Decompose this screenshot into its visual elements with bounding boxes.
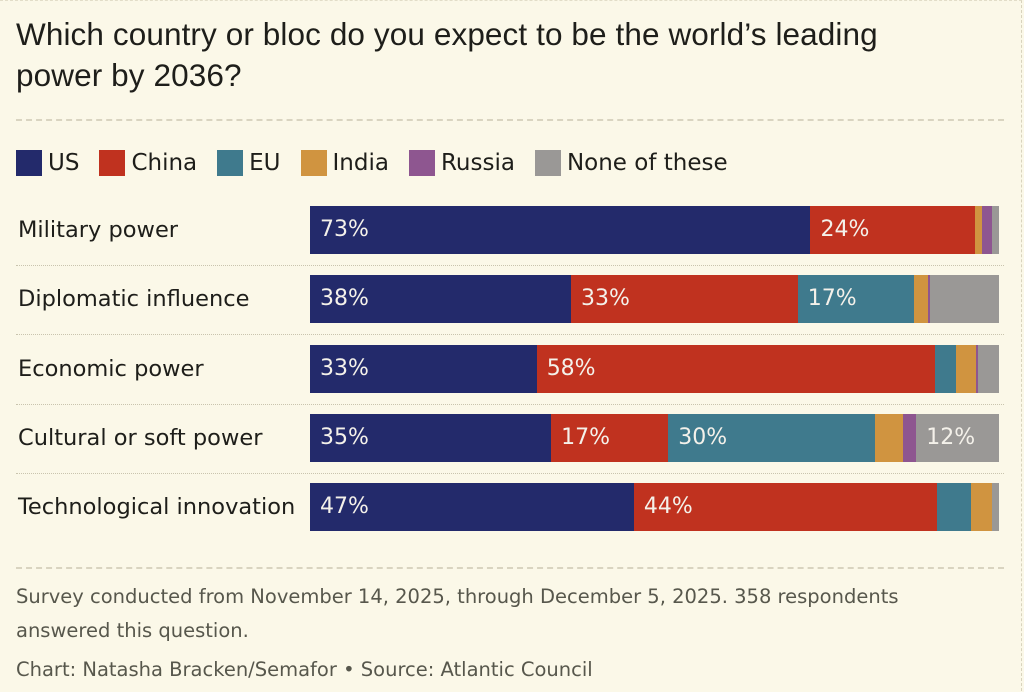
- legend-item-india: India: [300, 150, 389, 176]
- category-label-military-power: Military power: [18, 217, 179, 243]
- legend-label-none-of-these: None of these: [566, 150, 728, 176]
- legend-label-india: India: [332, 150, 389, 176]
- legend: US China EU India Russia None of these: [16, 148, 748, 178]
- legend-item-russia: Russia: [408, 150, 515, 176]
- chart-title: Which country or bloc do you expect to b…: [16, 14, 996, 96]
- bar-segment-russia: [902, 414, 917, 462]
- chart-title-line-2: power by 2036?: [16, 57, 242, 93]
- title-divider: [16, 119, 1004, 121]
- bar-segment-india: [914, 275, 929, 323]
- stacked-bar-cultural-or-soft-power: 35% 17% 30% 12%: [310, 414, 999, 462]
- legend-swatch-eu: [217, 150, 244, 176]
- data-label-china: 24%: [820, 217, 870, 242]
- bar-segment-russia: [981, 206, 993, 254]
- data-label-china: 33%: [581, 286, 630, 311]
- bar-segment-india: [974, 206, 982, 254]
- data-label-none-of-these: 12%: [926, 425, 976, 450]
- bar-segment-eu: [935, 345, 956, 393]
- data-label-us: 38%: [320, 286, 369, 311]
- bar-segment-none-of-these: [930, 275, 999, 323]
- bar-segment-china: 17%: [551, 414, 669, 462]
- row-divider: [16, 265, 1004, 266]
- data-label-china: 17%: [561, 425, 611, 450]
- legend-swatch-russia: [408, 150, 435, 176]
- bar-segment-china: 33%: [571, 275, 798, 323]
- legend-swatch-china: [99, 150, 126, 176]
- survey-note: Survey conducted from November 14, 2025,…: [16, 580, 1006, 648]
- bar-segment-us: 38%: [310, 275, 572, 323]
- bar-segment-china: 44%: [633, 483, 937, 531]
- category-label-cultural-or-soft-power: Cultural or soft power: [18, 425, 263, 451]
- data-label-eu: 30%: [678, 425, 728, 450]
- legend-label-russia: Russia: [440, 150, 515, 176]
- data-label-us: 47%: [320, 494, 369, 519]
- bar-segment-eu: 30%: [668, 414, 875, 462]
- legend-label-us: US: [48, 150, 80, 176]
- bar-segment-us: 73%: [310, 206, 811, 254]
- legend-item-china: China: [99, 150, 197, 176]
- bar-segment-none-of-these: [992, 206, 999, 254]
- bar-segment-india: [955, 345, 977, 393]
- legend-label-eu: EU: [249, 150, 281, 176]
- bar-segment-india: [971, 483, 993, 531]
- row-divider: [16, 473, 1004, 474]
- data-label-us: 33%: [320, 356, 369, 381]
- legend-label-china: China: [131, 150, 198, 176]
- stacked-bar-technological-innovation: 47% 44%: [310, 483, 999, 531]
- survey-note-line-2: answered this question.: [16, 619, 249, 642]
- data-label-eu: 17%: [807, 286, 857, 311]
- bar-segment-none-of-these: [978, 345, 999, 393]
- bar-segment-china: 58%: [536, 345, 936, 393]
- stacked-bar-diplomatic-influence: 38% 33% 17%: [310, 275, 999, 323]
- category-label-technological-innovation: Technological innovation: [18, 494, 296, 520]
- survey-note-line-1: Survey conducted from November 14, 2025,…: [16, 585, 899, 608]
- data-label-china: 58%: [546, 356, 596, 381]
- category-label-economic-power: Economic power: [18, 356, 204, 382]
- data-label-us: 35%: [320, 425, 369, 450]
- bar-segment-india: [874, 414, 903, 462]
- footer-divider: [16, 567, 1004, 569]
- stacked-bar-economic-power: 33% 58%: [310, 345, 999, 393]
- legend-swatch-us: [16, 150, 42, 176]
- bar-segment-russia: [928, 275, 931, 323]
- data-label-china: 44%: [643, 494, 693, 519]
- legend-item-none-of-these: None of these: [534, 150, 728, 176]
- legend-swatch-india: [300, 150, 327, 176]
- bar-segment-china: 24%: [810, 206, 975, 254]
- row-divider: [16, 334, 1004, 335]
- source-credit: Chart: Natasha Bracken/Semafor • Source:…: [16, 658, 593, 681]
- bar-segment-eu: 17%: [797, 275, 915, 323]
- bar-segment-none-of-these: 12%: [916, 414, 999, 462]
- bar-segment-russia: [976, 345, 979, 393]
- chart-title-line-1: Which country or bloc do you expect to b…: [16, 16, 878, 52]
- legend-item-eu: EU: [217, 150, 281, 176]
- bar-segment-us: 47%: [310, 483, 634, 531]
- stacked-bar-military-power: 73% 24%: [310, 206, 999, 254]
- data-label-us: 73%: [320, 217, 369, 242]
- category-label-diplomatic-influence: Diplomatic influence: [18, 286, 250, 312]
- row-divider: [16, 404, 1004, 405]
- bar-segment-us: 35%: [310, 414, 552, 462]
- bar-segment-eu: [936, 483, 972, 531]
- legend-item-us: US: [16, 150, 79, 176]
- legend-swatch-none-of-these: [534, 150, 561, 176]
- bar-segment-us: 33%: [310, 345, 537, 393]
- bar-segment-none-of-these: [992, 483, 999, 531]
